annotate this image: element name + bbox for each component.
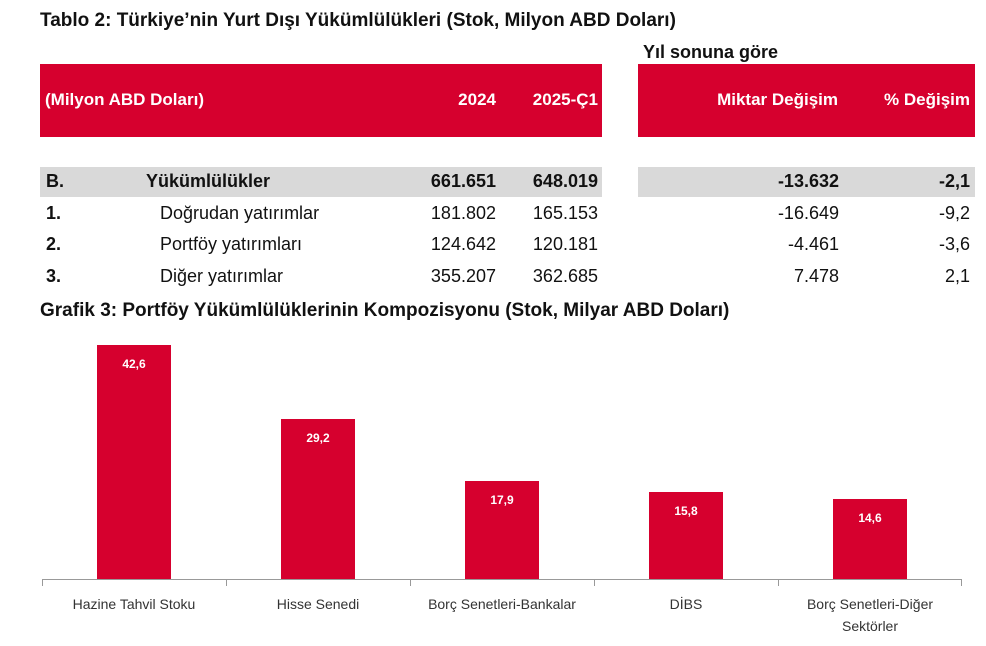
row-code: B. [46, 171, 64, 191]
row-code: 1. [46, 203, 62, 223]
x-axis [42, 579, 962, 580]
row-pct: -3,6 [938, 234, 970, 254]
table-title: Tablo 2: Türkiye’nin Yurt Dışı Yükümlülü… [40, 10, 676, 31]
bar-value-label: 17,9 [490, 492, 514, 507]
x-tick [778, 579, 779, 586]
x-axis-label: DİBS [669, 596, 703, 612]
row-value-2025: 165.153 [532, 203, 598, 223]
x-tick [410, 579, 411, 586]
row-label: Portföy yatırımları [160, 234, 303, 254]
x-axis-label: Borç Senetleri-Diğer Sektörler [806, 596, 934, 634]
header-unit: (Milyon ABD Doları) [45, 90, 204, 109]
bar-value-label: 42,6 [122, 357, 146, 372]
bar-value-label: 29,2 [306, 430, 330, 445]
row-change: -13.632 [777, 171, 839, 191]
header-pct: % Değişim [884, 90, 970, 109]
row-label: Doğrudan yatırımlar [160, 203, 320, 223]
x-axis-label: Borç Senetleri-Bankalar [428, 596, 576, 612]
row-pct: -2,1 [938, 171, 970, 191]
x-tick [42, 579, 43, 586]
bar-value-label: 15,8 [674, 504, 698, 519]
row-value-2025: 120.181 [532, 234, 598, 254]
row-pct: -9,2 [938, 203, 970, 223]
row-highlight-right [638, 167, 975, 197]
header-change: Miktar Değişim [717, 90, 838, 109]
bar [833, 498, 907, 579]
row-value-2025: 362.685 [532, 266, 598, 286]
row-label: Diğer yatırımlar [160, 266, 284, 286]
bar [97, 345, 171, 579]
table-header-right [638, 64, 975, 137]
row-code: 3. [46, 266, 62, 286]
bar [465, 480, 539, 579]
row-change: -4.461 [787, 234, 839, 254]
row-value-2024: 124.642 [430, 234, 496, 254]
row-value-2024: 355.207 [430, 266, 496, 286]
x-tick [594, 579, 595, 586]
bar [281, 418, 355, 579]
row-highlight-left [40, 167, 602, 197]
header-2024: 2024 [458, 90, 496, 109]
row-label: Yükümlülükler [146, 171, 271, 191]
bar-value-label: 14,6 [858, 510, 882, 525]
x-tick [226, 579, 227, 586]
chart-title: Grafik 3: Portföy Yükümlülüklerinin Komp… [40, 300, 730, 321]
row-value-2024: 661.651 [430, 171, 496, 191]
row-change: -16.649 [777, 203, 839, 223]
row-value-2024: 181.802 [430, 203, 496, 223]
row-code: 2. [46, 234, 62, 254]
group-header: Yıl sonuna göre [643, 42, 779, 62]
bar [649, 492, 723, 579]
x-axis-label: Hisse Senedi [276, 596, 360, 612]
x-tick [961, 579, 962, 586]
x-axis-label: Hazine Tahvil Stoku [72, 596, 196, 612]
row-pct: 2,1 [944, 266, 970, 286]
header-2025: 2025-Ç1 [532, 90, 598, 109]
row-value-2025: 648.019 [532, 171, 598, 191]
table-header-left [40, 64, 602, 137]
row-change: 7.478 [793, 266, 839, 286]
